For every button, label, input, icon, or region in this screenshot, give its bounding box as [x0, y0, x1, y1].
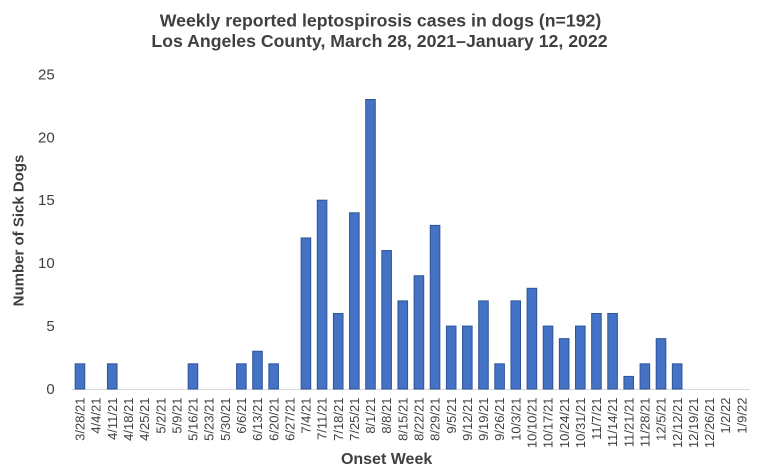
svg-text:4/18/21: 4/18/21 [121, 398, 136, 441]
svg-text:11/28/21: 11/28/21 [637, 398, 652, 448]
svg-text:11/7/21: 11/7/21 [589, 398, 604, 440]
svg-text:12/5/21: 12/5/21 [654, 398, 669, 441]
svg-text:25: 25 [38, 66, 55, 83]
svg-text:7/11/21: 7/11/21 [315, 398, 330, 440]
svg-text:Onset Week: Onset Week [341, 451, 432, 468]
svg-text:10/17/21: 10/17/21 [541, 398, 556, 449]
svg-text:10: 10 [38, 255, 55, 272]
svg-text:11/21/21: 11/21/21 [621, 398, 636, 448]
svg-text:20: 20 [38, 129, 55, 146]
svg-text:Los Angeles County, March 28,: Los Angeles County, March 28, 2021–Janua… [151, 31, 607, 51]
svg-text:6/20/21: 6/20/21 [266, 398, 281, 441]
svg-text:12/12/21: 12/12/21 [670, 398, 685, 449]
svg-text:8/1/21: 8/1/21 [363, 398, 378, 434]
svg-text:8/22/21: 8/22/21 [412, 398, 427, 441]
svg-text:8/15/21: 8/15/21 [395, 398, 410, 441]
svg-text:10/10/21: 10/10/21 [524, 398, 539, 449]
svg-text:6/13/21: 6/13/21 [250, 398, 265, 441]
svg-text:8/29/21: 8/29/21 [428, 398, 443, 441]
svg-text:3/28/21: 3/28/21 [73, 398, 88, 441]
svg-text:11/14/21: 11/14/21 [605, 398, 620, 448]
svg-text:7/4/21: 7/4/21 [299, 398, 314, 434]
svg-text:9/5/21: 9/5/21 [444, 398, 459, 434]
svg-text:9/19/21: 9/19/21 [476, 398, 491, 441]
svg-text:4/11/21: 4/11/21 [105, 398, 120, 440]
svg-text:5/30/21: 5/30/21 [218, 398, 233, 441]
svg-text:9/12/21: 9/12/21 [460, 398, 475, 441]
svg-text:5/2/21: 5/2/21 [153, 398, 168, 434]
svg-text:4/4/21: 4/4/21 [89, 398, 104, 434]
svg-text:0: 0 [46, 381, 54, 398]
svg-text:Weekly reported leptospirosis: Weekly reported leptospirosis cases in d… [160, 11, 602, 31]
svg-text:10/31/21: 10/31/21 [573, 398, 588, 449]
svg-text:12/19/21: 12/19/21 [686, 398, 701, 449]
svg-text:10/24/21: 10/24/21 [557, 398, 572, 449]
svg-text:1/9/22: 1/9/22 [734, 398, 749, 434]
svg-text:15: 15 [38, 192, 55, 209]
svg-text:Number of Sick Dogs: Number of Sick Dogs [11, 155, 28, 307]
svg-text:5: 5 [46, 318, 54, 335]
svg-text:5/16/21: 5/16/21 [186, 398, 201, 441]
svg-text:5/9/21: 5/9/21 [169, 398, 184, 434]
svg-text:4/25/21: 4/25/21 [137, 398, 152, 441]
svg-text:12/26/21: 12/26/21 [702, 398, 717, 449]
svg-text:7/25/21: 7/25/21 [347, 398, 362, 441]
svg-text:1/2/22: 1/2/22 [718, 398, 733, 434]
svg-text:5/23/21: 5/23/21 [202, 398, 217, 441]
svg-text:7/18/21: 7/18/21 [331, 398, 346, 441]
svg-text:8/8/21: 8/8/21 [379, 398, 394, 434]
svg-text:6/6/21: 6/6/21 [234, 398, 249, 434]
svg-text:10/3/21: 10/3/21 [508, 398, 523, 441]
svg-text:9/26/21: 9/26/21 [492, 397, 507, 440]
svg-text:6/27/21: 6/27/21 [282, 398, 297, 441]
